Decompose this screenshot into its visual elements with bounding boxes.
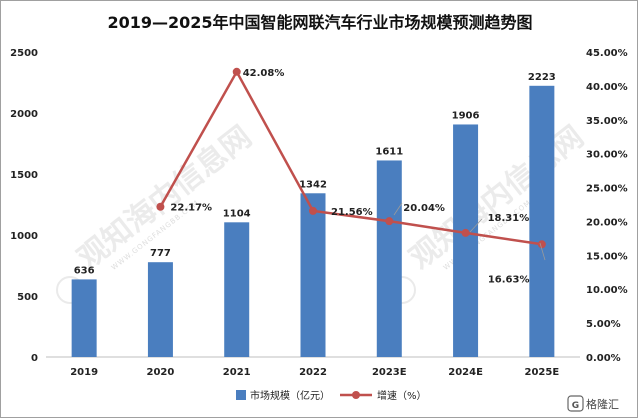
- y-right-tick-label: 35.00%: [586, 116, 628, 127]
- growth-data-label: 21.56%: [331, 207, 373, 218]
- x-tick-label: 2022: [299, 367, 327, 378]
- y-left-tick-label: 1000: [10, 231, 38, 242]
- gelonghui-brand-text: 格隆汇: [586, 397, 619, 411]
- legend-bar-swatch: [236, 390, 246, 400]
- y-left-tick-label: 2500: [10, 48, 38, 59]
- y-right-tick-label: 45.00%: [586, 48, 628, 59]
- growth-point: [309, 206, 317, 215]
- x-tick-label: 2023E: [372, 367, 407, 378]
- legend-bar-label: 市场规模（亿元）: [250, 389, 330, 402]
- growth-point: [156, 202, 165, 211]
- bar: [147, 262, 173, 357]
- bar-data-label: 1906: [452, 110, 480, 121]
- bar: [300, 193, 326, 357]
- x-tick-label: 2024E: [448, 367, 483, 378]
- bar-data-label: 1104: [223, 208, 251, 219]
- growth-line: [159, 69, 543, 246]
- bar-data-label: 2223: [528, 72, 556, 83]
- y-right-tick-label: 15.00%: [586, 251, 628, 262]
- growth-data-label: 42.08%: [243, 68, 285, 79]
- y-right-tick-label: 0.00%: [586, 353, 621, 364]
- growth-point: [537, 240, 546, 249]
- bar-data-label: 1611: [375, 146, 403, 157]
- y-left-tick-label: 1500: [10, 170, 38, 181]
- legend-line-label: 增速（%）: [377, 389, 427, 402]
- label-leader-line: [393, 202, 403, 216]
- bar: [376, 160, 402, 357]
- gelonghui-logo-mark: G: [572, 401, 579, 411]
- label-leader-line: [539, 242, 546, 261]
- x-tick-label: 2025E: [525, 367, 560, 378]
- growth-point: [461, 228, 470, 237]
- y-right-tick-label: 40.00%: [586, 82, 628, 93]
- y-right-tick-label: 25.00%: [586, 184, 628, 195]
- y-left-tick-label: 2000: [10, 109, 38, 120]
- label-leader-line: [469, 218, 483, 233]
- legend-line-marker: [352, 391, 360, 399]
- bar-data-label: 1342: [299, 179, 327, 190]
- growth-data-label: 16.63%: [488, 274, 530, 285]
- x-tick-label: 2019: [70, 367, 98, 378]
- y-right-tick-label: 10.00%: [586, 285, 628, 296]
- y-right-tick-label: 30.00%: [586, 150, 628, 161]
- watermark-text-right: 观知海内信息网: [403, 119, 590, 276]
- y-right-tick-label: 20.00%: [586, 217, 628, 228]
- growth-data-label: 20.04%: [403, 203, 445, 214]
- x-tick-label: 2021: [223, 367, 251, 378]
- y-right-tick-label: 5.00%: [586, 319, 621, 330]
- bar-data-label: 636: [74, 265, 95, 276]
- bar: [71, 279, 97, 357]
- bar: [529, 85, 555, 357]
- y-left-tick-label: 500: [17, 292, 38, 303]
- growth-point: [232, 67, 241, 76]
- y-left-tick-label: 0: [31, 353, 38, 364]
- growth-point: [385, 217, 394, 226]
- chart-title: 2019—2025年中国智能网联汽车行业市场规模预测趋势图: [107, 13, 532, 32]
- bar: [453, 124, 479, 357]
- growth-data-label: 22.17%: [170, 203, 212, 214]
- growth-data-label: 18.31%: [488, 213, 530, 224]
- gelonghui-logo-icon: [567, 395, 584, 412]
- x-tick-label: 2020: [147, 367, 175, 378]
- bar-data-label: 777: [150, 248, 171, 259]
- bar: [224, 222, 250, 357]
